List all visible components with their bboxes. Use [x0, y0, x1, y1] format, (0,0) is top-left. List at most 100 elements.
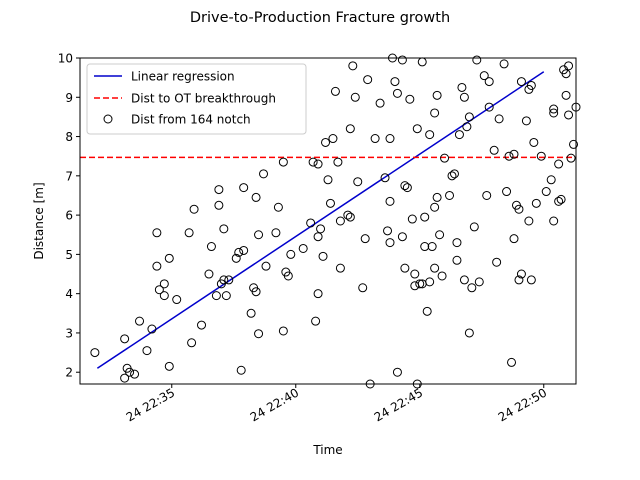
data-point: [130, 369, 140, 379]
data-point: [392, 88, 402, 98]
data-point: [521, 116, 531, 126]
data-point: [187, 338, 197, 348]
y-tick-label: 5: [65, 248, 73, 262]
data-point: [135, 316, 145, 326]
data-point: [561, 69, 571, 79]
data-point: [234, 247, 244, 257]
data-point: [306, 218, 316, 228]
data-point: [142, 346, 152, 356]
legend-label-points: Dist from 164 notch: [131, 113, 251, 127]
data-point: [154, 285, 164, 295]
data-point: [459, 275, 469, 285]
data-point: [472, 55, 482, 65]
y-tick-label: 8: [65, 130, 73, 144]
data-point: [164, 253, 174, 263]
data-point: [318, 251, 328, 261]
data-point: [219, 224, 229, 234]
data-point: [261, 261, 271, 271]
y-tick-label: 9: [65, 91, 73, 105]
data-point: [536, 151, 546, 161]
data-point: [509, 234, 519, 244]
data-points: [90, 53, 581, 389]
data-point: [358, 283, 368, 293]
data-point: [400, 181, 410, 191]
data-point: [564, 110, 574, 120]
data-point: [526, 80, 536, 90]
data-point: [224, 275, 234, 285]
data-point: [90, 348, 100, 358]
data-point: [221, 291, 231, 301]
data-point: [125, 367, 135, 377]
data-point: [454, 130, 464, 140]
data-point: [197, 320, 207, 330]
x-tick-label: 24 22:50: [496, 385, 549, 424]
data-point: [492, 257, 502, 267]
data-point: [531, 198, 541, 208]
data-point: [152, 228, 162, 238]
data-point: [385, 134, 395, 144]
data-point: [385, 238, 395, 248]
data-point: [489, 145, 499, 155]
data-point: [360, 234, 370, 244]
data-point: [469, 222, 479, 232]
data-point: [298, 243, 308, 253]
data-point: [462, 122, 472, 132]
legend-label-regression: Linear regression: [131, 70, 235, 84]
data-point: [474, 277, 484, 287]
data-point: [482, 190, 492, 200]
data-point: [239, 183, 249, 193]
data-point: [430, 263, 440, 273]
data-point: [206, 242, 216, 252]
data-point: [348, 61, 358, 71]
data-point: [529, 137, 539, 147]
data-point: [214, 185, 224, 195]
data-point: [514, 204, 524, 214]
y-tick-label: 4: [65, 287, 73, 301]
data-point: [516, 269, 526, 279]
data-point: [278, 326, 288, 336]
data-point: [254, 230, 264, 240]
legend-label-threshold: Dist to OT breakthrough: [131, 92, 276, 106]
data-point: [457, 82, 467, 92]
data-point: [271, 228, 281, 238]
y-axis: 2 3 4 5 6 7 8 9 10: [58, 52, 80, 380]
data-point: [425, 130, 435, 140]
data-point: [239, 245, 249, 255]
data-point: [502, 187, 512, 197]
data-point: [316, 224, 326, 234]
data-point: [400, 263, 410, 273]
y-tick-label: 7: [65, 169, 73, 183]
data-point: [328, 134, 338, 144]
data-point: [484, 77, 494, 87]
data-point: [214, 200, 224, 210]
data-point: [524, 216, 534, 226]
data-point: [308, 157, 318, 167]
data-point: [445, 190, 455, 200]
data-point: [120, 373, 130, 383]
data-point: [313, 289, 323, 299]
data-point: [541, 187, 551, 197]
data-point: [383, 226, 393, 236]
data-point: [211, 291, 221, 301]
x-tick-label: 24 22:45: [372, 385, 425, 424]
data-point: [432, 192, 442, 202]
data-point: [467, 283, 477, 293]
data-point: [390, 77, 400, 87]
data-point: [204, 269, 214, 279]
data-point: [449, 169, 459, 179]
data-point: [516, 77, 526, 87]
plot-frame: [79, 57, 577, 385]
data-point: [392, 367, 402, 377]
data-point: [430, 108, 440, 118]
data-point: [507, 357, 517, 367]
data-point: [219, 275, 229, 285]
data-point: [430, 202, 440, 212]
data-point: [147, 324, 157, 334]
data-point: [452, 238, 462, 248]
y-tick-label: 6: [65, 209, 73, 223]
data-point: [380, 173, 390, 183]
data-point: [397, 232, 407, 242]
x-axis: 24 22:35 24 22:40 24 22:45 24 22:50: [124, 384, 549, 424]
data-point: [564, 61, 574, 71]
